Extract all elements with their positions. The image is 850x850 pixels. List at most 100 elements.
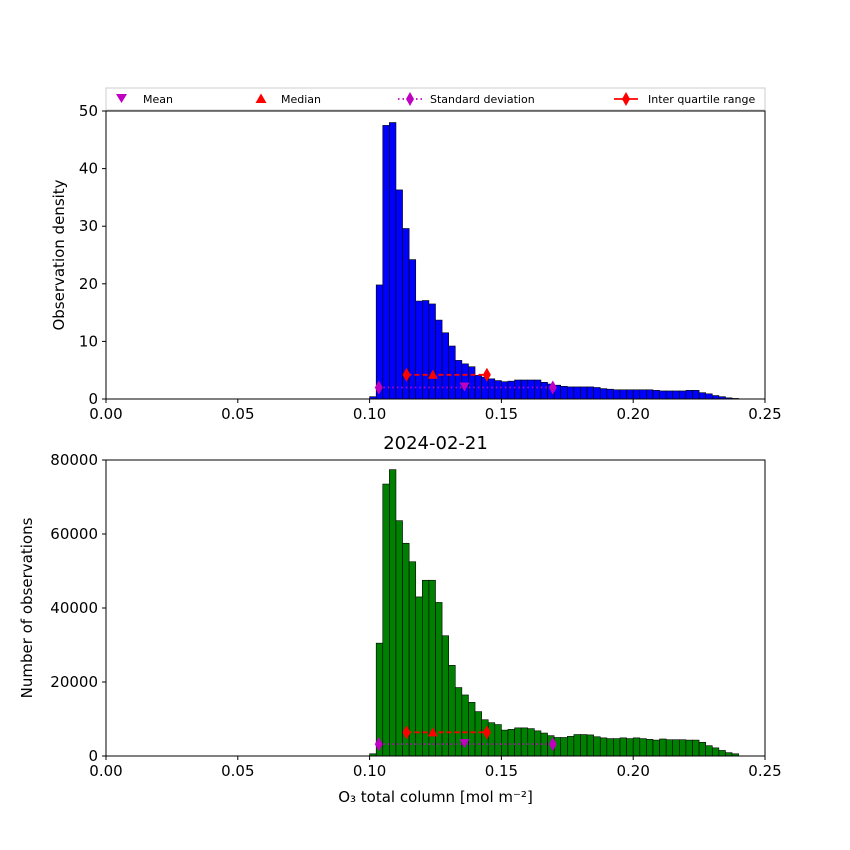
- density-bar: [705, 393, 713, 400]
- count-x-tick-label: 0.25: [748, 762, 781, 780]
- density-x-tick-label: 0.15: [485, 405, 518, 423]
- density-bar: [711, 395, 720, 400]
- density-bar: [408, 259, 417, 400]
- density-bar: [382, 125, 390, 400]
- density-bar: [540, 381, 548, 400]
- count-bar: [389, 469, 397, 757]
- count-x-axis-ticks: 0.00 0.05 0.10 0.15 0.20 0.25: [89, 756, 782, 780]
- count-bar: [679, 739, 687, 757]
- density-bar: [441, 332, 449, 400]
- count-x-tick-label: 0.00: [89, 762, 122, 780]
- count-bar: [566, 736, 575, 757]
- count-bar: [692, 739, 700, 757]
- density-bar: [454, 360, 463, 400]
- count-bar: [718, 750, 726, 757]
- density-bar: [646, 389, 654, 400]
- density-y-tick-label: 0: [88, 390, 98, 408]
- mean-marker-icon: [116, 94, 127, 103]
- count-statistics-markers: [374, 725, 557, 752]
- density-bar: [672, 390, 680, 400]
- density-bar: [395, 189, 403, 400]
- legend-frame: [105, 87, 766, 111]
- count-bar: [527, 728, 535, 757]
- count-bar: [494, 724, 502, 757]
- density-bar: [698, 392, 706, 400]
- count-bar: [711, 747, 720, 757]
- density-bar: [573, 386, 581, 400]
- density-bar: [586, 386, 594, 400]
- count-chart-title: 2024-02-21: [383, 433, 488, 454]
- legend-item-iqr: Inter quartile range: [614, 92, 755, 106]
- density-bar: [665, 390, 674, 400]
- density-y-tick-label: 20: [79, 275, 98, 293]
- count-std-low-marker: [374, 737, 383, 752]
- count-bar: [652, 739, 660, 757]
- legend-label-std: Standard deviation: [430, 93, 535, 106]
- count-bar: [646, 739, 654, 757]
- density-iqr-low-marker: [402, 367, 411, 382]
- density-bar: [415, 300, 423, 400]
- count-bar: [685, 739, 693, 757]
- density-bar: [593, 387, 601, 400]
- legend-label-iqr: Inter quartile range: [648, 93, 755, 106]
- count-bar: [514, 727, 522, 757]
- count-bar: [606, 738, 614, 757]
- count-bar: [659, 738, 667, 757]
- count-bar: [501, 729, 509, 757]
- density-plot-frame: [105, 110, 766, 400]
- density-y-tick-label: 30: [79, 217, 98, 235]
- density-bar: [520, 379, 529, 400]
- count-bars: [369, 469, 739, 757]
- density-bar: [461, 363, 469, 400]
- count-x-tick-label: 0.15: [485, 762, 518, 780]
- count-bar: [474, 711, 482, 757]
- count-bar: [468, 702, 476, 757]
- density-bar: [619, 389, 627, 400]
- density-bar: [632, 389, 641, 400]
- density-bar: [566, 386, 575, 400]
- legend-label-median: Median: [281, 93, 321, 106]
- count-bar: [507, 729, 515, 757]
- density-y-axis-ticks: 0 10 20 30 40 50: [79, 102, 106, 408]
- count-bar: [573, 734, 581, 757]
- count-bar: [698, 742, 706, 757]
- count-bar: [395, 520, 403, 757]
- density-x-tick-label: 0.25: [748, 405, 781, 423]
- count-bar: [639, 738, 647, 757]
- density-histogram-panel: 0.00 0.05 0.10 0.15 0.20 0.25 0 10 20 30 40 50 Obs…: [50, 102, 782, 423]
- density-bar: [494, 380, 502, 400]
- count-bar: [441, 635, 449, 757]
- count-y-tick-label: 40000: [50, 599, 98, 617]
- density-bar: [527, 379, 535, 400]
- count-bar: [454, 687, 463, 757]
- count-median-marker: [427, 727, 438, 737]
- density-bar: [613, 389, 621, 400]
- count-iqr-low-marker: [402, 725, 411, 740]
- legend: Mean Median Standard deviation Inter qua…: [105, 87, 766, 111]
- density-mean-marker: [459, 382, 470, 392]
- count-y-tick-label: 80000: [50, 451, 98, 469]
- density-bar: [560, 386, 568, 400]
- count-bar: [586, 734, 594, 757]
- count-bar: [402, 542, 410, 757]
- density-bar: [534, 379, 542, 400]
- count-bar: [448, 665, 456, 757]
- density-bar: [692, 390, 700, 400]
- count-mean-marker: [459, 739, 470, 749]
- legend-item-std: Standard deviation: [398, 92, 535, 106]
- density-bar: [389, 122, 397, 400]
- density-bar: [507, 380, 515, 400]
- count-bar: [626, 738, 634, 757]
- count-x-tick-label: 0.05: [221, 762, 254, 780]
- count-bar: [613, 738, 621, 757]
- density-x-tick-label: 0.00: [89, 405, 122, 423]
- count-bar: [560, 737, 568, 757]
- density-bar: [679, 390, 687, 400]
- count-x-tick-label: 0.20: [616, 762, 649, 780]
- count-bar: [382, 483, 390, 757]
- density-y-axis-label: Observation density: [50, 179, 68, 330]
- density-bar: [639, 389, 647, 400]
- density-x-tick-label: 0.20: [616, 405, 649, 423]
- count-x-tick-label: 0.10: [353, 762, 386, 780]
